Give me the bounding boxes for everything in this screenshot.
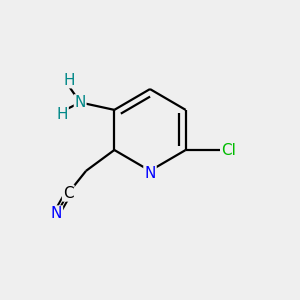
Text: Cl: Cl bbox=[221, 142, 236, 158]
Text: H: H bbox=[64, 73, 76, 88]
Text: C: C bbox=[63, 186, 74, 201]
Text: N: N bbox=[51, 206, 62, 221]
Text: N: N bbox=[74, 95, 86, 110]
Text: N: N bbox=[144, 166, 156, 181]
Text: H: H bbox=[57, 107, 68, 122]
